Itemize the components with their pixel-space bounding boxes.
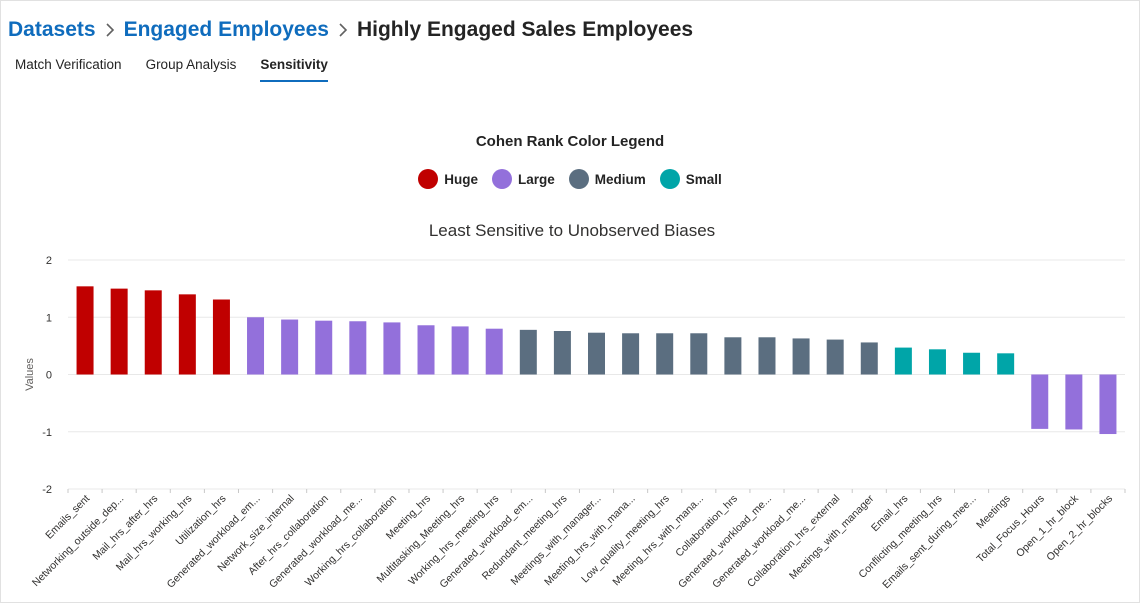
y-tick-label: -2 (42, 484, 52, 496)
bar-19 (690, 333, 708, 375)
breadcrumb: Datasets Engaged Employees Highly Engage… (8, 18, 693, 42)
bar-5 (212, 299, 230, 375)
bar-20 (724, 337, 742, 375)
tab-sensitivity[interactable]: Sensitivity (260, 57, 328, 82)
chevron-right-icon (338, 23, 348, 37)
bar-28 (997, 353, 1015, 375)
legend-title: Cohen Rank Color Legend (475, 133, 665, 150)
legend-swatch-large (491, 169, 512, 189)
bar-7 (281, 319, 299, 375)
bar-26 (928, 349, 946, 375)
legend-label-large: Large (517, 171, 555, 187)
breadcrumb-datasets[interactable]: Datasets (8, 18, 96, 41)
bar-4 (178, 294, 196, 375)
legend-item-small: Small (659, 169, 722, 189)
bar-24 (860, 342, 878, 375)
bar-18 (656, 333, 674, 375)
bar-14 (519, 329, 537, 375)
bar-23 (826, 339, 844, 375)
bar-2 (110, 288, 128, 375)
y-tick-label: 2 (46, 255, 52, 267)
cohen-rank-legend: Huge Large Medium Small (0, 169, 1140, 189)
bar-16 (588, 332, 605, 375)
y-tick-label: -1 (42, 427, 52, 439)
legend-label-small: Small (685, 171, 722, 187)
bar-27 (963, 352, 981, 375)
tab-group-analysis[interactable]: Group Analysis (145, 57, 237, 72)
bar-12 (451, 326, 469, 375)
page-title: Highly Engaged Sales Employees (356, 18, 694, 41)
bar-9 (349, 321, 367, 375)
bar-8 (315, 320, 333, 375)
bar-21 (758, 337, 776, 375)
sensitivity-bar-chart: Least Sensitive to Unobserved Biases 2 1 0 -… (24, 221, 1126, 591)
x-tick-label: Collaboration_hrs (673, 493, 740, 560)
bar-11 (417, 325, 435, 375)
tab-list: Match Verification Group Analysis Sensit… (15, 57, 328, 82)
bar-31 (1099, 374, 1117, 435)
legend-label-medium: Medium (594, 171, 646, 187)
y-tick-label: 1 (46, 312, 52, 324)
bar-13 (485, 328, 503, 375)
breadcrumb-engaged-employees[interactable]: Engaged Employees (123, 18, 329, 41)
x-tick-label: Open_1_hr_block (1014, 492, 1082, 560)
bar-25 (894, 347, 912, 375)
bar-17 (622, 333, 640, 375)
legend-item-medium: Medium (568, 169, 646, 189)
legend-swatch-huge (418, 169, 439, 189)
bar-3 (144, 290, 162, 375)
x-tick-label: Open_2_hr_blocks (1044, 493, 1115, 564)
bar-1 (76, 286, 94, 375)
chevron-right-icon (105, 23, 115, 37)
bar-30 (1065, 374, 1083, 430)
bar-10 (383, 322, 401, 375)
bar-29 (1031, 374, 1049, 429)
y-tick-label: 0 (46, 370, 52, 382)
legend-swatch-medium (568, 169, 589, 189)
bar-6 (247, 317, 265, 375)
bar-15 (553, 330, 571, 375)
tab-match-verification[interactable]: Match Verification (15, 57, 122, 72)
legend-item-huge: Huge (418, 169, 478, 189)
y-axis-label: Values (24, 358, 36, 391)
legend-label-huge: Huge (444, 171, 478, 187)
legend-item-large: Large (491, 169, 555, 189)
chart-title: Least Sensitive to Unobserved Biases (429, 221, 715, 240)
bar-22 (792, 338, 810, 375)
legend-swatch-small (659, 169, 680, 189)
